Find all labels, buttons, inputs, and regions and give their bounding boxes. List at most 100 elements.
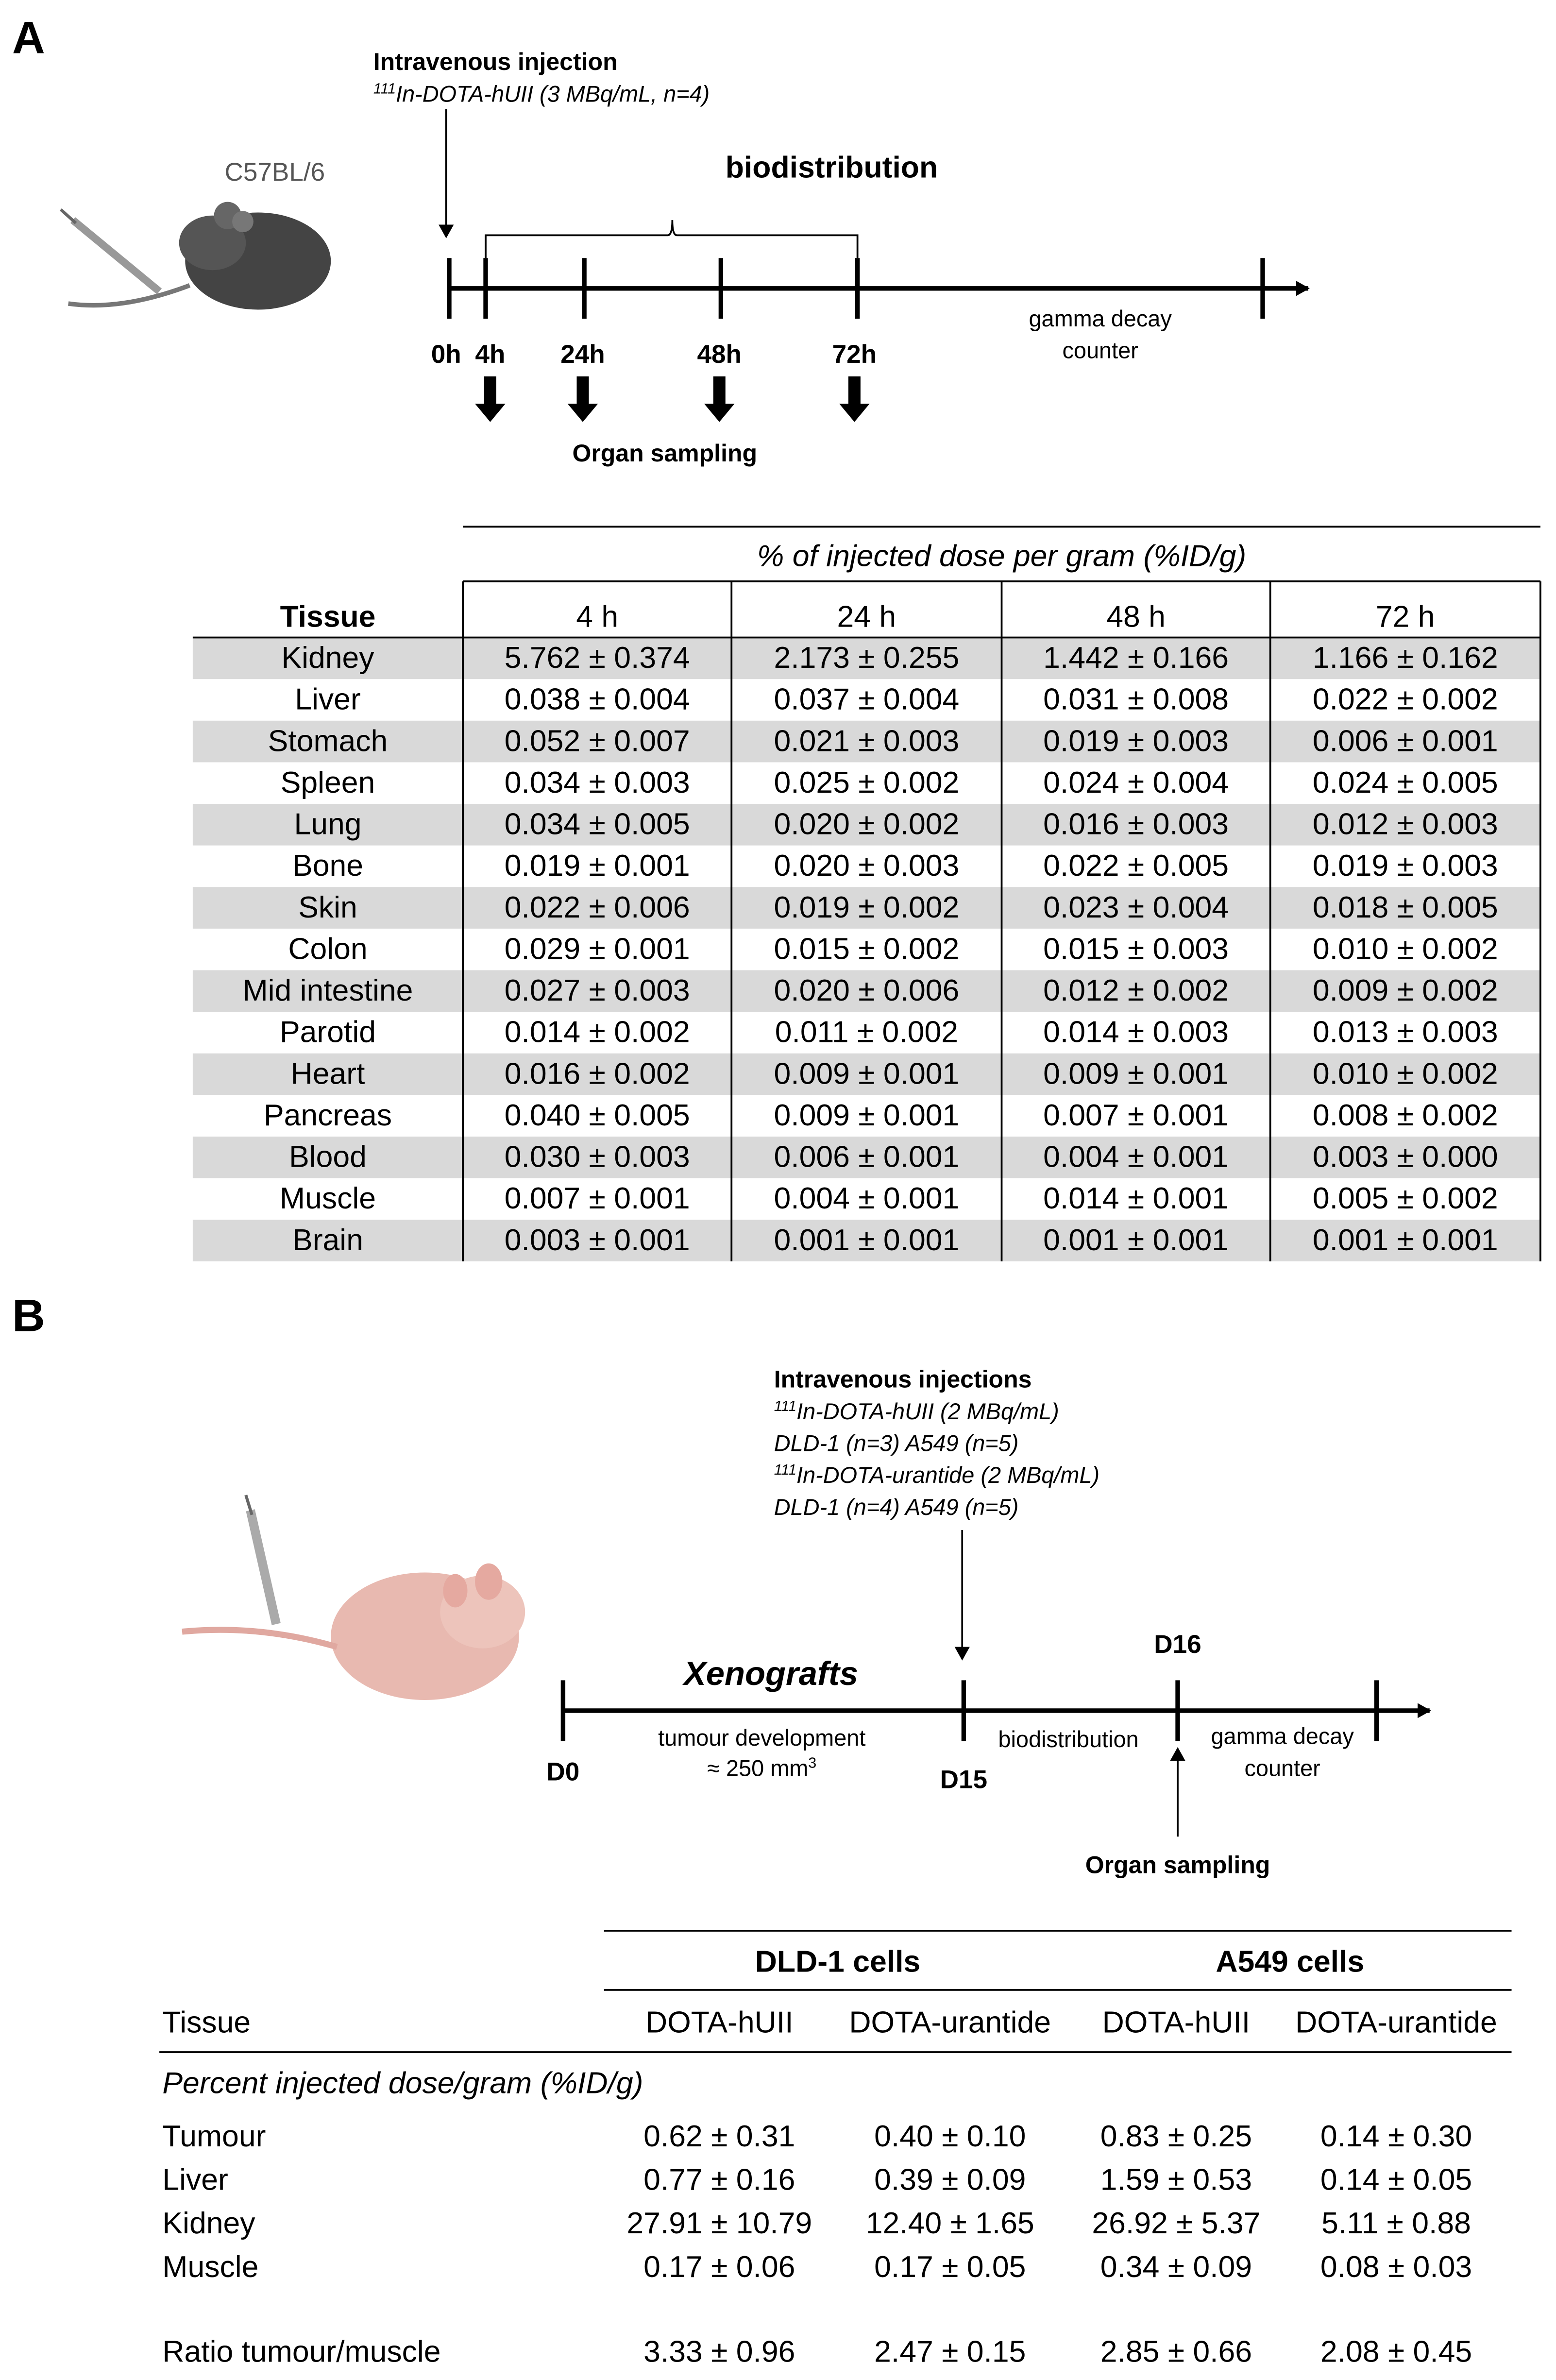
table-cell: 0.020 ± 0.003	[774, 849, 959, 883]
table-cell: 0.037 ± 0.004	[774, 682, 959, 716]
table-cell: 0.011 ± 0.002	[775, 1015, 958, 1049]
superscript: 111	[774, 1398, 796, 1414]
table-cell: 0.009 ± 0.001	[1043, 1056, 1229, 1090]
injection-detail: DLD-1 (n=4) A549 (n=5)	[774, 1495, 1019, 1520]
text-run: DLD-1 (n=3) A549 (n=5)	[774, 1431, 1019, 1456]
table-cell: Liver	[162, 2162, 228, 2196]
table-cell: 27.91 ± 10.79	[626, 2206, 812, 2240]
row-shade	[192, 720, 1540, 763]
group-header: A549 cells	[1216, 1944, 1364, 1978]
table-cell: 0.027 ± 0.003	[505, 973, 690, 1007]
table-cell: Heart	[291, 1056, 365, 1090]
column-header: 24 h	[837, 600, 896, 634]
table-cell: 0.024 ± 0.005	[1313, 765, 1498, 799]
table-cell: 0.009 ± 0.001	[774, 1056, 959, 1090]
superscript: 111	[373, 80, 396, 97]
ratio-cell: 2.47 ± 0.15	[874, 2335, 1026, 2369]
table-cell: 0.025 ± 0.002	[774, 765, 959, 799]
table-cell: 0.040 ± 0.005	[505, 1098, 690, 1132]
section-label: Percent injected dose/gram (%ID/g)	[162, 2066, 643, 2100]
row-shade	[192, 970, 1540, 1012]
table-cell: 0.009 ± 0.001	[774, 1098, 959, 1132]
row-shade	[192, 803, 1540, 846]
table-cell: 0.022 ± 0.006	[505, 890, 690, 924]
table-cell: 0.015 ± 0.003	[1043, 932, 1229, 966]
table-cell: 0.006 ± 0.001	[1313, 724, 1498, 758]
table-cell: 0.021 ± 0.003	[774, 724, 959, 758]
table-cell: Blood	[289, 1140, 367, 1174]
table-cell: 0.022 ± 0.002	[1313, 682, 1498, 716]
table-cell: 0.019 ± 0.003	[1313, 849, 1498, 883]
day-label: D15	[940, 1765, 987, 1794]
injection-title: Intravenous injections	[774, 1365, 1032, 1393]
table-cell: 0.052 ± 0.007	[505, 724, 690, 758]
column-header: 4 h	[576, 600, 618, 634]
column-header: DOTA-urantide	[1295, 2005, 1497, 2039]
table-cell: 2.173 ± 0.255	[774, 641, 959, 675]
table-cell: 5.11 ± 0.88	[1321, 2206, 1471, 2240]
table-cell: Pancreas	[264, 1098, 392, 1132]
column-header: Tissue	[162, 2005, 251, 2039]
table-cell: 1.442 ± 0.166	[1043, 641, 1229, 675]
table-cell: 0.010 ± 0.002	[1313, 1056, 1498, 1090]
day-label: D16	[1154, 1630, 1201, 1659]
table-cell: 0.012 ± 0.002	[1043, 973, 1229, 1007]
counter-label: counter	[1244, 1755, 1320, 1781]
column-header: 72 h	[1376, 600, 1435, 634]
table-cell: 0.014 ± 0.001	[1043, 1181, 1229, 1215]
table-cell: 0.016 ± 0.003	[1043, 807, 1229, 841]
table-cell: 0.007 ± 0.001	[505, 1181, 690, 1215]
table-cell: 0.031 ± 0.008	[1043, 682, 1229, 716]
table-cell: 0.014 ± 0.003	[1043, 1015, 1229, 1049]
table-cell: 0.08 ± 0.03	[1320, 2250, 1472, 2284]
table-cell: 0.020 ± 0.002	[774, 807, 959, 841]
text-run: In-DOTA-hUII (2 MBq/mL)	[796, 1399, 1059, 1424]
text-run: ≈ 250 mm	[707, 1755, 808, 1781]
mouse-a	[59, 202, 331, 310]
table-cell: Tumour	[162, 2119, 266, 2153]
table-b-rules	[159, 1930, 1512, 2053]
panel-label: B	[12, 1290, 45, 1341]
row-shade	[192, 637, 1540, 680]
table-cell: 0.014 ± 0.002	[505, 1015, 690, 1049]
table-cell: 0.018 ± 0.005	[1313, 890, 1498, 924]
table-cell: 0.14 ± 0.30	[1320, 2119, 1472, 2153]
table-cell: 0.029 ± 0.001	[505, 932, 690, 966]
timepoint: 4h	[475, 340, 505, 369]
table-cell: 0.023 ± 0.004	[1043, 890, 1229, 924]
table-cell: Liver	[295, 682, 360, 716]
day-label: D0	[546, 1758, 579, 1786]
injection-detail: 111In-DOTA-urantide (2 MBq/mL)	[774, 1462, 1099, 1488]
panel-label: A	[12, 12, 45, 63]
table-cell: 0.005 ± 0.002	[1313, 1181, 1498, 1215]
table-cell: 0.019 ± 0.002	[774, 890, 959, 924]
table-cell: Bone	[292, 849, 363, 883]
table-cell: 1.59 ± 0.53	[1100, 2162, 1252, 2196]
table-cell: Colon	[288, 932, 367, 966]
column-header: DOTA-urantide	[849, 2005, 1051, 2039]
column-header: DOTA-hUII	[645, 2005, 793, 2039]
sampling-label: Organ sampling	[1085, 1851, 1270, 1878]
table-cell: 0.010 ± 0.002	[1313, 932, 1498, 966]
table-cell: 0.003 ± 0.001	[505, 1223, 690, 1257]
table-cell: 0.40 ± 0.10	[874, 2119, 1026, 2153]
xenografts-label: Xenografts	[682, 1655, 858, 1692]
column-header: Tissue	[280, 600, 376, 634]
table-cell: 0.006 ± 0.001	[774, 1140, 959, 1174]
table-cell: 0.003 ± 0.000	[1313, 1140, 1498, 1174]
table-cell: 0.009 ± 0.002	[1313, 973, 1498, 1007]
injection-detail: 111In-DOTA-hUII (2 MBq/mL)	[774, 1398, 1059, 1424]
table-cell: 0.007 ± 0.001	[1043, 1098, 1229, 1132]
table-cell: Muscle	[162, 2250, 258, 2284]
table-a	[192, 526, 1541, 1261]
counter-label: counter	[1062, 338, 1138, 363]
table-cell: 0.038 ± 0.004	[505, 682, 690, 716]
table-cell: 0.034 ± 0.003	[505, 765, 690, 799]
table-cell: 0.83 ± 0.25	[1100, 2119, 1252, 2153]
strain: C57BL/6	[225, 158, 325, 187]
table-cell: 0.019 ± 0.001	[505, 849, 690, 883]
table-cell: 0.34 ± 0.09	[1100, 2250, 1252, 2284]
